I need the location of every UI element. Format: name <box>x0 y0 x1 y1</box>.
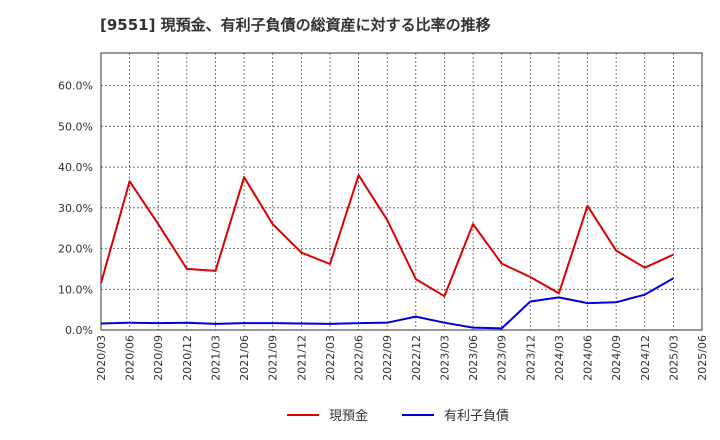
x-tick-labels: 2020/03 2020/06 2020/09 2020/12 2021/03 2021/… <box>95 335 709 381</box>
y-tick-label: 40.0% <box>58 161 93 174</box>
x-tick-label: 2022/09 <box>381 335 394 381</box>
x-tick-label: 2022/06 <box>353 335 366 381</box>
y-tick-label: 50.0% <box>58 120 93 133</box>
data-series <box>100 174 674 330</box>
series-line-1 <box>100 277 674 330</box>
x-tick-label: 2024/03 <box>553 335 566 381</box>
y-tick-labels: 0.0% 10.0% 20.0% 30.0% 40.0% 50.0% 60.0% <box>58 80 93 337</box>
x-tick-label: 2022/12 <box>410 335 423 381</box>
legend-label-0: 現預金 <box>329 408 368 424</box>
y-tick-label: 20.0% <box>58 243 93 256</box>
x-tick-label: 2023/09 <box>496 335 509 381</box>
legend: 現預金 有利子負債 <box>287 408 509 424</box>
x-tick-label: 2024/06 <box>582 335 595 381</box>
axes <box>100 52 703 331</box>
x-tick-label: 2022/03 <box>324 335 337 381</box>
x-tick-label: 2023/03 <box>438 335 451 381</box>
x-tick-label: 2025/06 <box>696 335 709 381</box>
x-tick-label: 2023/06 <box>467 335 480 381</box>
x-tick-label: 2023/12 <box>524 335 537 381</box>
x-tick-label: 2021/03 <box>209 335 222 381</box>
x-tick-label: 2021/09 <box>267 335 280 381</box>
y-tick-label: 30.0% <box>58 202 93 215</box>
y-tick-label: 10.0% <box>58 283 93 296</box>
y-tick-label: 60.0% <box>58 80 93 93</box>
x-tick-label: 2020/12 <box>181 335 194 381</box>
legend-label-1: 有利子負債 <box>444 409 509 424</box>
x-tick-label: 2020/09 <box>152 335 165 381</box>
series-line-0 <box>100 174 674 298</box>
x-tick-label: 2020/03 <box>95 335 108 381</box>
grid-lines <box>100 53 703 331</box>
x-tick-label: 2024/12 <box>639 335 652 381</box>
y-tick-label: 0.0% <box>65 324 93 337</box>
x-tick-label: 2024/09 <box>610 335 623 381</box>
x-tick-label: 2021/06 <box>238 335 251 381</box>
chart-title: [9551] 現預金、有利子負債の総資産に対する比率の推移 <box>100 16 491 34</box>
x-tick-label: 2020/06 <box>124 335 137 381</box>
plot-area-frame <box>100 52 703 331</box>
x-tick-label: 2025/03 <box>667 335 680 381</box>
x-tick-label: 2021/12 <box>295 335 308 381</box>
